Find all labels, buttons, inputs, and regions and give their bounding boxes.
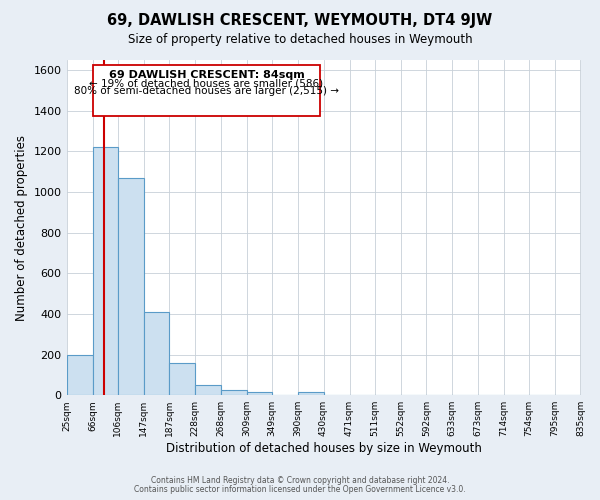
Text: 69 DAWLISH CRESCENT: 84sqm: 69 DAWLISH CRESCENT: 84sqm [109, 70, 304, 80]
Y-axis label: Number of detached properties: Number of detached properties [15, 134, 28, 320]
Bar [169, 362, 196, 395]
Bar [118, 178, 144, 395]
X-axis label: Distribution of detached houses by size in Weymouth: Distribution of detached houses by size … [166, 442, 481, 455]
Text: ← 19% of detached houses are smaller (586): ← 19% of detached houses are smaller (58… [89, 78, 323, 88]
Bar [196, 385, 221, 395]
Text: Contains public sector information licensed under the Open Government Licence v3: Contains public sector information licen… [134, 485, 466, 494]
Bar [247, 392, 272, 395]
FancyBboxPatch shape [92, 65, 320, 116]
Bar [298, 392, 323, 395]
Text: 69, DAWLISH CRESCENT, WEYMOUTH, DT4 9JW: 69, DAWLISH CRESCENT, WEYMOUTH, DT4 9JW [107, 12, 493, 28]
Text: Size of property relative to detached houses in Weymouth: Size of property relative to detached ho… [128, 32, 472, 46]
Bar [144, 312, 169, 395]
Bar [67, 354, 92, 395]
Text: 80% of semi-detached houses are larger (2,515) →: 80% of semi-detached houses are larger (… [74, 86, 339, 97]
Bar [92, 148, 118, 395]
Text: Contains HM Land Registry data © Crown copyright and database right 2024.: Contains HM Land Registry data © Crown c… [151, 476, 449, 485]
Bar [221, 390, 247, 395]
